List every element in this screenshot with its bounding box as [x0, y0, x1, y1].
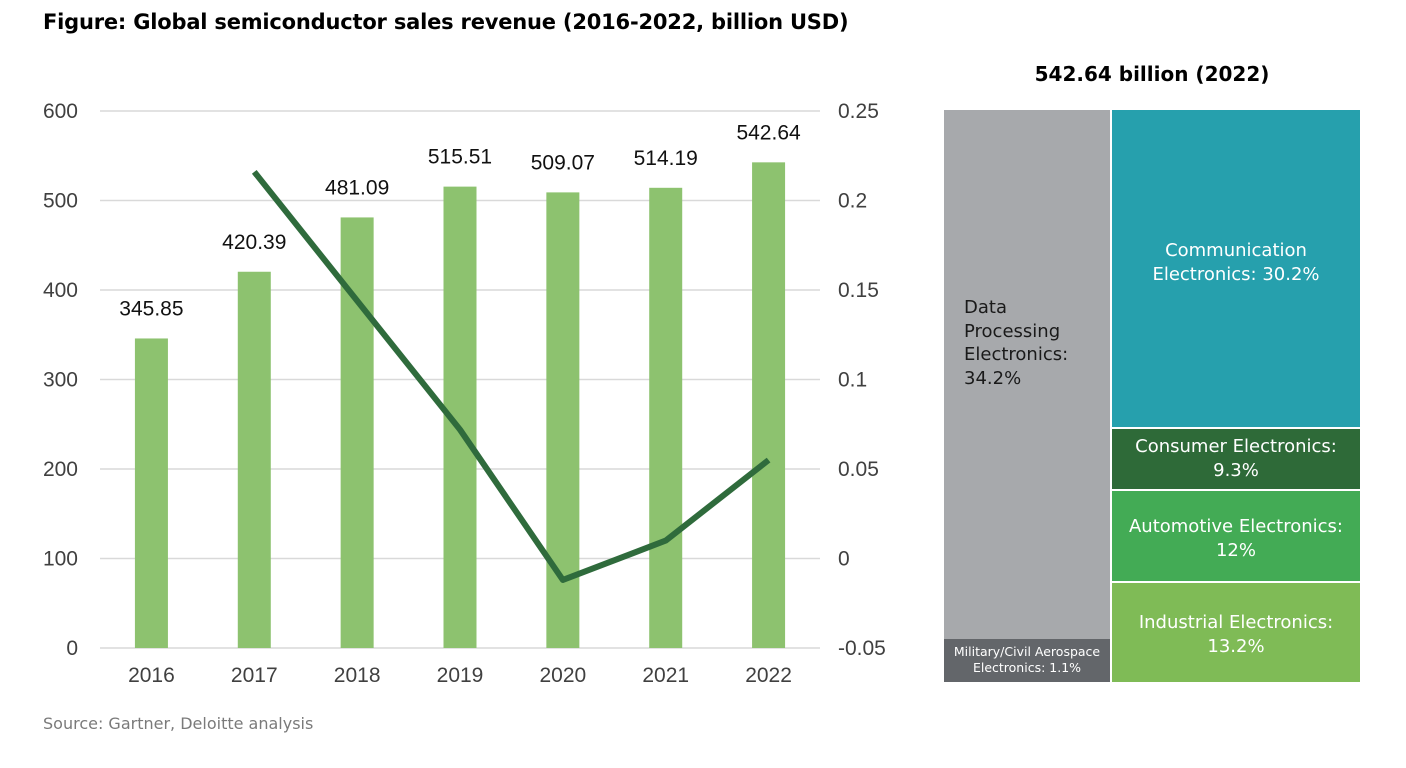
x-tick-label: 2019: [437, 664, 484, 687]
growth-line: [251, 169, 771, 583]
bar: [546, 192, 580, 648]
y-tick-label: 100: [43, 548, 78, 571]
bar-data-label: 514.19: [634, 147, 698, 170]
tile-label-line: Communication: [1165, 240, 1307, 261]
y-tick-label: 200: [43, 458, 78, 481]
y-tick-label: 500: [43, 190, 78, 213]
tile-label-line: Electronics: 30.2%: [1152, 263, 1320, 285]
tile-label-line: 34.2%: [964, 367, 1022, 389]
y-tick-label: 300: [43, 369, 78, 392]
bar-data-label: 515.51: [428, 146, 492, 169]
tile-industrial: Industrial Electronics: 13.2%: [1112, 583, 1360, 682]
x-tick-label: 2020: [539, 664, 586, 687]
bar-data-label: 542.64: [736, 121, 801, 144]
y2-tick-label: 0.2: [838, 190, 867, 213]
bar-data-label: 345.85: [119, 297, 183, 320]
y-tick-label: 400: [43, 279, 78, 302]
tile-data-processing: Data Processing Electronics: 34.2%: [944, 110, 1110, 639]
x-tick-label: 2017: [231, 664, 278, 687]
figure-title: Figure: Global semiconductor sales reven…: [43, 10, 849, 34]
y-tick-label: 600: [43, 100, 78, 123]
y2-tick-label: -0.05: [838, 637, 886, 660]
tile-label-line: Military/Civil Aerospace: [953, 644, 1101, 659]
y-tick-label: 0: [66, 637, 78, 660]
tile-communication: Communication Electronics: 30.2%: [1112, 110, 1360, 427]
bar: [752, 162, 786, 648]
y2-tick-label: 0.25: [838, 100, 879, 123]
bar-data-label: 481.09: [325, 176, 389, 199]
x-tick-label: 2016: [128, 664, 175, 687]
bar: [134, 338, 168, 648]
bar-data-label: 509.07: [531, 151, 595, 174]
tile-label-line: Automotive Electronics:: [1128, 516, 1343, 537]
y2-tick-label: 0.05: [838, 458, 879, 481]
tile-military-aerospace: Military/Civil Aerospace Electronics: 1.…: [944, 639, 1110, 682]
tile-label-line: Electronics: 1.1%: [972, 660, 1082, 675]
tile-label-line: 12%: [1215, 539, 1256, 561]
tile-consumer: Consumer Electronics: 9.3%: [1112, 429, 1360, 489]
y2-tick-label: 0: [838, 548, 850, 571]
tile-label-line: Electronics:: [964, 344, 1069, 365]
bar: [237, 271, 271, 648]
treemap-title: 542.64 billion (2022): [1034, 62, 1270, 86]
bar: [649, 187, 683, 648]
tile-label-line: 9.3%: [1213, 459, 1259, 481]
y2-tick-label: 0.1: [838, 369, 867, 392]
bar-data-label: 420.39: [222, 231, 286, 254]
bar-line-chart: 600 500 400 300 200 100 0 0.25 0.2 0.15 0.1 0.05 0 -0…: [43, 100, 886, 687]
x-tick-label: 2018: [334, 664, 381, 687]
x-tick-label: 2021: [642, 664, 689, 687]
tile-automotive: Automotive Electronics: 12%: [1112, 491, 1360, 581]
tile-label-line: Consumer Electronics:: [1135, 436, 1337, 457]
y2-tick-label: 0.15: [838, 279, 879, 302]
tile-label-line: Industrial Electronics:: [1138, 612, 1334, 633]
x-tick-label: 2022: [745, 664, 792, 687]
tile-label-line: Processing: [964, 320, 1061, 342]
tile-label-line: Data: [964, 297, 1007, 318]
source-note: Source: Gartner, Deloitte analysis: [43, 714, 314, 733]
tile-label-line: 13.2%: [1207, 635, 1265, 657]
